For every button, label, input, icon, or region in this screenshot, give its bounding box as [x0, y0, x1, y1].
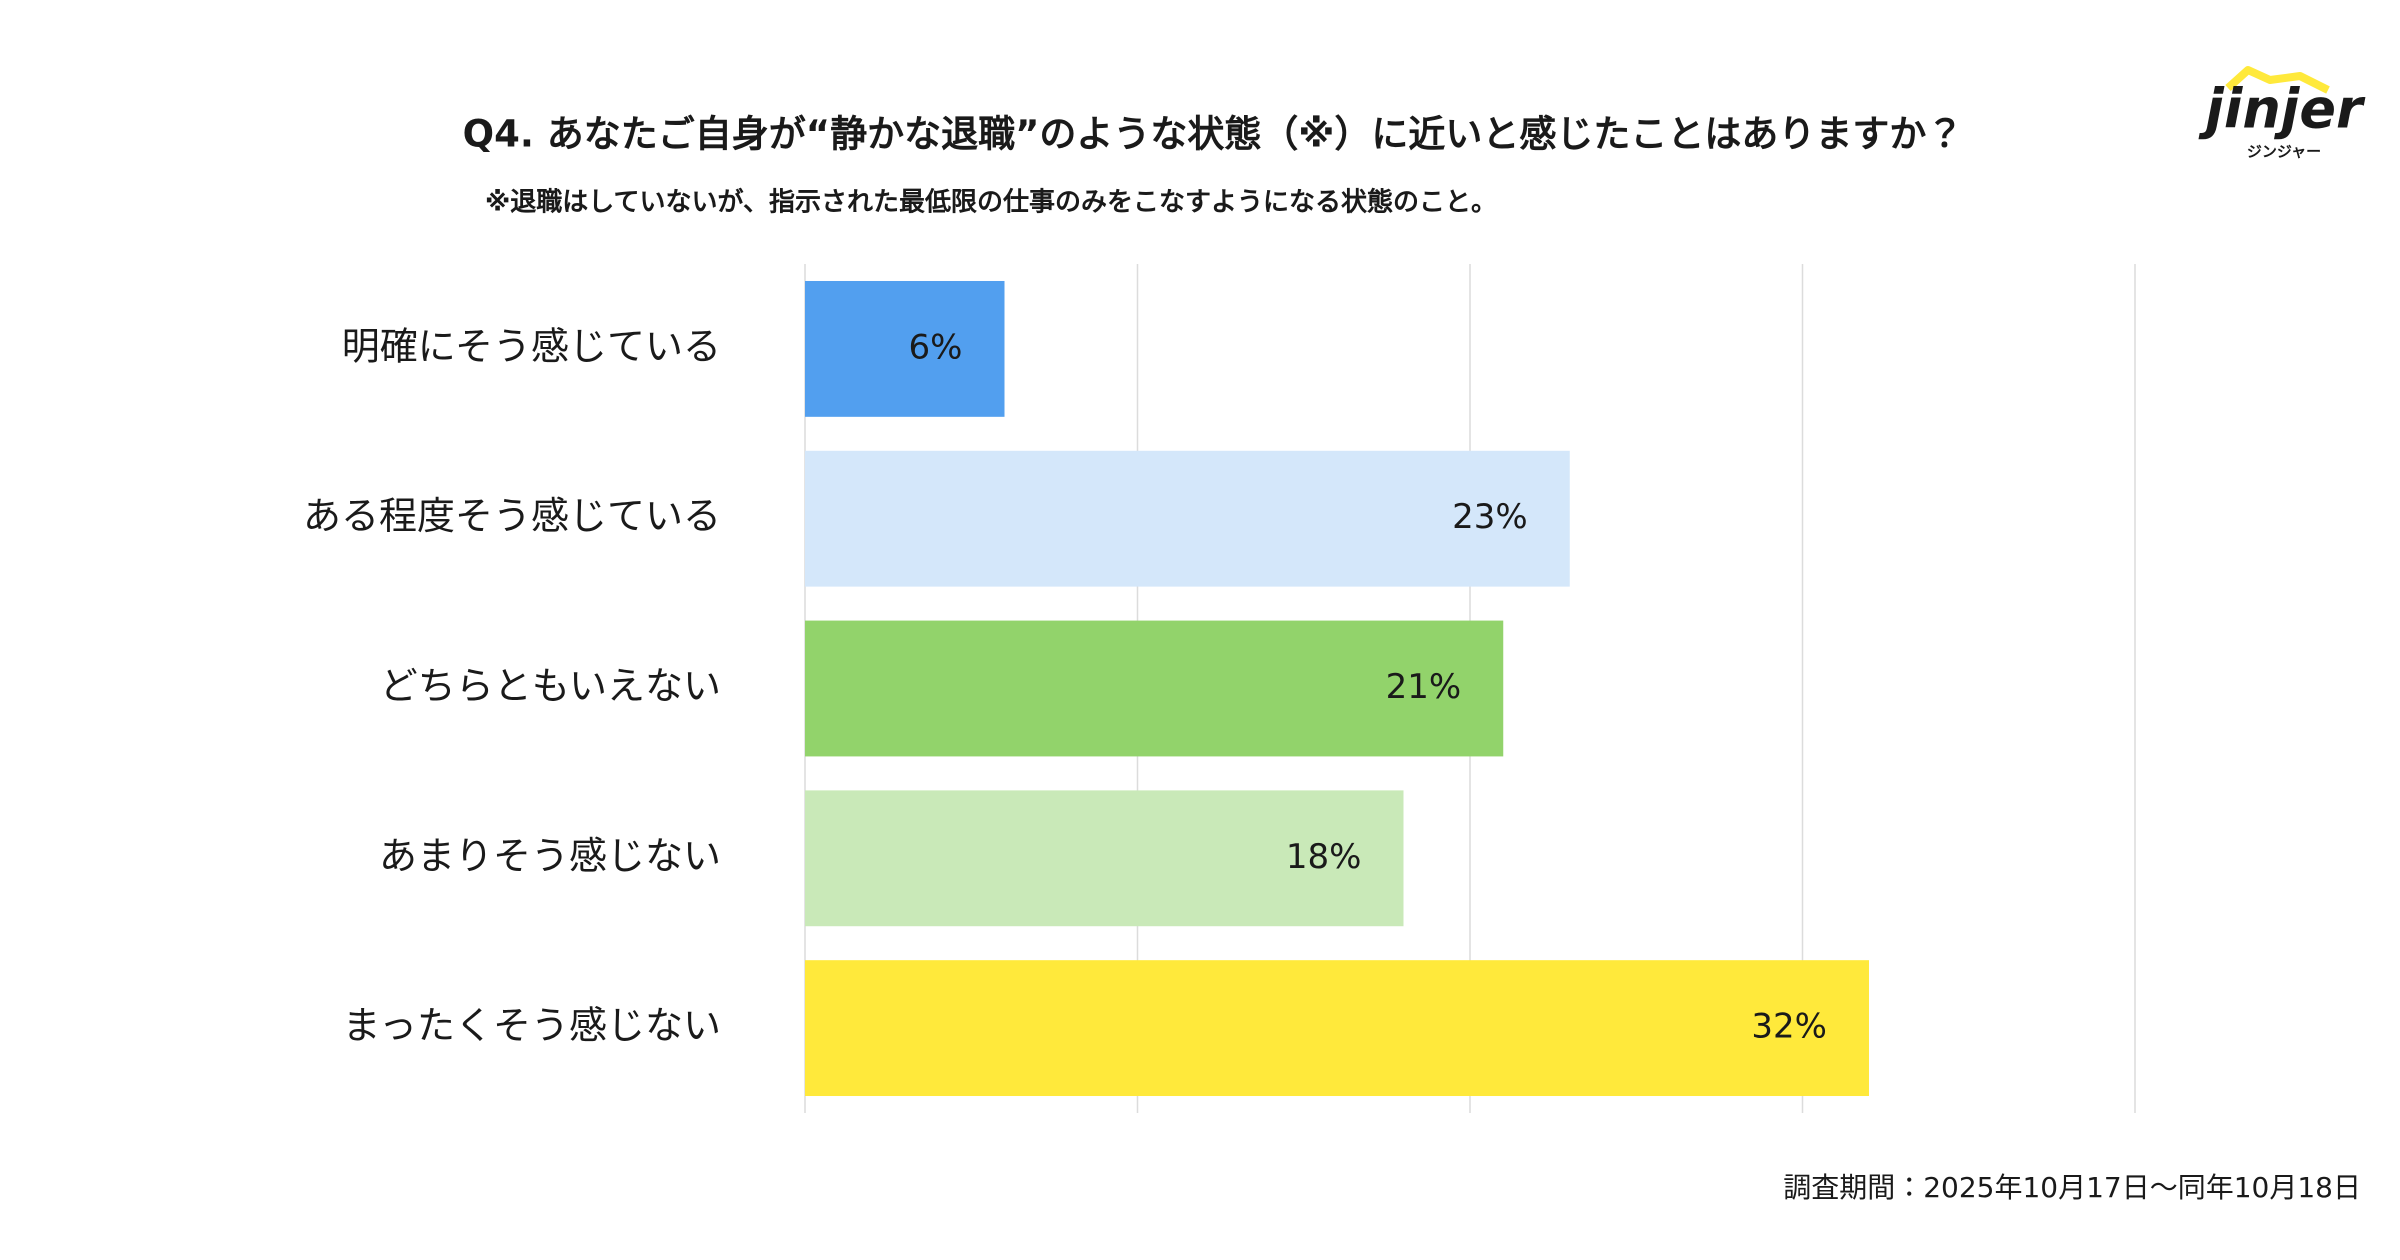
bar — [805, 960, 1869, 1097]
category-label: ある程度そう感じている — [303, 494, 721, 538]
value-label: 32% — [1751, 1007, 1827, 1047]
value-label: 21% — [1386, 667, 1462, 707]
source-note: 調査期間：2025年10月17日〜同年10月18日 — [1783, 1171, 2361, 1204]
bar — [805, 620, 1504, 757]
logo-name: jinjer — [2198, 78, 2366, 141]
category-label: まったくそう感じない — [343, 1004, 721, 1048]
value-label: 6% — [909, 327, 963, 367]
chart-subtitle: ※退職はしていないが、指示された最低限の仕事のみをこなすようになる状態のこと。 — [485, 187, 1497, 218]
chart-title: Q4. あなたご自身が“静かな退職”のような状態（※）に近いと感じたことはありま… — [463, 113, 1964, 156]
value-label: 18% — [1286, 837, 1362, 877]
bar — [805, 280, 1005, 417]
category-label: 明確にそう感じている — [342, 324, 721, 368]
category-label: あまりそう感じない — [379, 834, 721, 878]
bar — [805, 790, 1404, 927]
logo-sub: ジンジャー — [2247, 143, 2321, 161]
logo-roof — [2225, 66, 2330, 94]
category-label: どちらともいえない — [380, 664, 721, 708]
bar — [805, 450, 1570, 587]
logo: jinjer ジンジャー — [2198, 66, 2366, 161]
value-label: 23% — [1452, 497, 1528, 537]
